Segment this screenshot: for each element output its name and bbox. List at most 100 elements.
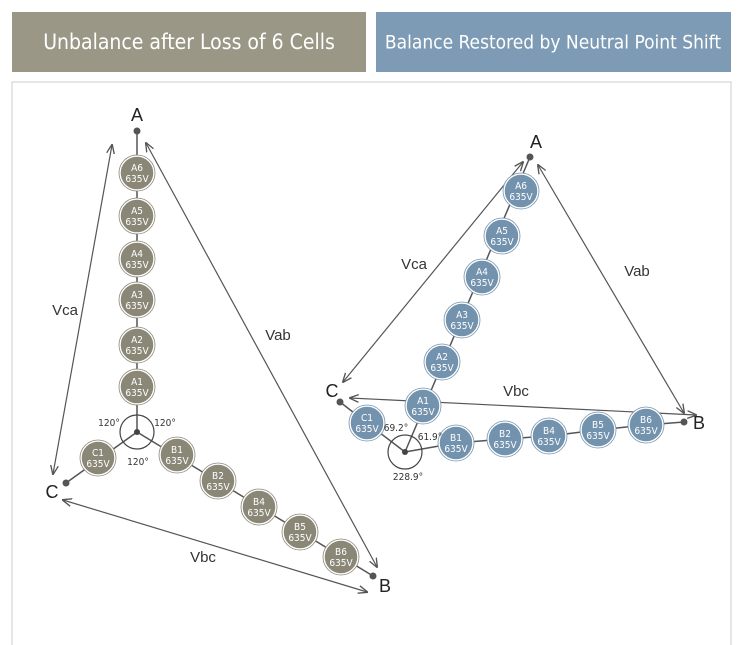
cell-name: A6 (515, 181, 527, 192)
cell-voltage: 635V (411, 407, 435, 418)
cell-name: A4 (476, 267, 488, 278)
cell (487, 421, 523, 457)
cell-outline (627, 406, 665, 444)
cell (241, 489, 277, 525)
vertex-dot (133, 127, 141, 135)
cell-outline (348, 404, 386, 442)
line-label: Vab (265, 327, 291, 344)
angle-label: 228.9° (393, 472, 423, 483)
cell (119, 327, 155, 363)
angle-label: 69.2° (384, 423, 409, 434)
right-title: Balance Restored by Neutral Point Shift (385, 32, 721, 54)
cell-outline (240, 488, 278, 526)
cell-name: A5 (496, 226, 508, 237)
cell-voltage: 635V (206, 482, 230, 493)
cell (424, 344, 460, 380)
cell-name: B4 (253, 497, 265, 508)
angle-label: 120° (127, 457, 149, 468)
cell (405, 388, 441, 424)
cell-name: A1 (417, 396, 429, 407)
cell-outline (437, 424, 475, 462)
vertex-dot (62, 479, 70, 487)
voltage-arrow (538, 165, 684, 413)
angle-label: 61.9° (418, 432, 443, 443)
cell-voltage: 635V (329, 558, 353, 569)
cell (464, 259, 500, 295)
cell (119, 241, 155, 277)
cell-voltage: 635V (125, 301, 149, 312)
voltage-arrow (343, 162, 523, 382)
cell-outline (486, 420, 524, 458)
cell (444, 302, 480, 338)
angle-label: 120° (154, 418, 176, 429)
vertex-dot (336, 398, 344, 406)
cell-voltage: 635V (470, 278, 494, 289)
line-label: Vca (401, 256, 428, 273)
cell-outline (443, 301, 481, 339)
cell-outline (199, 462, 237, 500)
left-title: Unbalance after Loss of 6 Cells (43, 30, 335, 54)
cell-name: A3 (456, 310, 468, 321)
vertex-dot (369, 572, 377, 580)
cell-voltage: 635V (125, 174, 149, 185)
vertex-label: C (326, 381, 339, 401)
left-header (12, 12, 366, 72)
cell-outline (483, 217, 521, 255)
cell-voltage: 635V (509, 192, 533, 203)
cell-voltage: 635V (444, 444, 468, 455)
cell-outline (322, 538, 360, 576)
vertex-label: B (693, 413, 705, 433)
cell-outline (79, 439, 117, 477)
cell-voltage: 635V (537, 437, 561, 448)
cell (531, 418, 567, 454)
cell-outline (118, 154, 156, 192)
cell-voltage: 635V (247, 508, 271, 519)
cell-outline (118, 326, 156, 364)
cell (484, 218, 520, 254)
cell (80, 440, 116, 476)
vertex-dot (680, 418, 688, 426)
cell-voltage: 635V (165, 456, 189, 467)
line-label: Vbc (190, 549, 216, 566)
cell-name: B6 (640, 415, 652, 426)
cell-outline (158, 436, 196, 474)
voltage-arrow (146, 143, 377, 567)
cell-outline (423, 343, 461, 381)
cell-name: B6 (335, 547, 347, 558)
cell (580, 412, 616, 448)
vertex-label: A (131, 105, 143, 125)
cell-outline (502, 172, 540, 210)
cell (119, 282, 155, 318)
cell-name: A4 (131, 249, 143, 260)
cell-voltage: 635V (430, 363, 454, 374)
cell-voltage: 635V (634, 426, 658, 437)
cell-name: B1 (171, 445, 183, 456)
cell-name: B5 (294, 522, 306, 533)
cell-voltage: 635V (125, 260, 149, 271)
cell-name: A1 (131, 377, 143, 388)
voltage-arrow (53, 145, 112, 474)
cell-outline (118, 240, 156, 278)
cell (323, 539, 359, 575)
angle-circle (387, 434, 423, 470)
cell-voltage: 635V (490, 237, 514, 248)
cell (438, 425, 474, 461)
cell-outline (118, 368, 156, 406)
cell-outline (404, 387, 442, 425)
cell-name: B2 (499, 429, 511, 440)
cell-name: A5 (131, 206, 143, 217)
cell-name: C1 (92, 448, 104, 459)
neutral-point (402, 449, 408, 455)
right-header (376, 12, 731, 72)
line-label: Vca (52, 302, 79, 319)
cell-outline (118, 281, 156, 319)
cell-voltage: 635V (125, 388, 149, 399)
cell-voltage: 635V (586, 431, 610, 442)
cell-outline (530, 417, 568, 455)
voltage-arrow (63, 500, 367, 592)
cell (159, 437, 195, 473)
vertex-label: C (46, 482, 59, 502)
cell-outline (579, 411, 617, 449)
cell-outline (281, 513, 319, 551)
